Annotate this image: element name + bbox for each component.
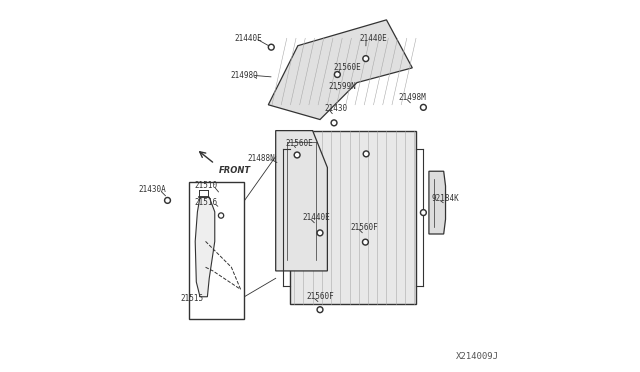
Circle shape (317, 307, 323, 312)
Circle shape (319, 308, 321, 311)
Text: 21515: 21515 (180, 294, 203, 303)
Text: 21440E: 21440E (303, 213, 330, 222)
Polygon shape (276, 131, 328, 271)
Text: 21516: 21516 (195, 198, 218, 207)
Polygon shape (429, 171, 445, 234)
Text: 21440E: 21440E (234, 34, 262, 43)
Text: 21488N: 21488N (248, 154, 276, 163)
Circle shape (336, 73, 339, 76)
Circle shape (331, 120, 337, 126)
Polygon shape (195, 197, 215, 297)
Circle shape (422, 106, 425, 109)
Text: 21510: 21510 (195, 182, 218, 190)
Circle shape (363, 56, 369, 62)
Bar (189, 182, 244, 319)
Text: FRONT: FRONT (218, 166, 251, 175)
Text: 21560F: 21560F (306, 292, 334, 301)
Text: X214009J: X214009J (456, 352, 499, 361)
Circle shape (422, 211, 425, 214)
Text: 21599N: 21599N (328, 82, 356, 91)
Text: 21430A: 21430A (138, 185, 166, 194)
Text: 92184K: 92184K (431, 195, 460, 203)
Circle shape (268, 44, 274, 50)
Text: 21498Q: 21498Q (230, 71, 258, 80)
Circle shape (364, 241, 367, 244)
Text: 21440E: 21440E (360, 34, 387, 43)
Circle shape (364, 57, 367, 60)
Circle shape (164, 198, 170, 203)
Circle shape (220, 214, 222, 217)
Circle shape (270, 46, 273, 49)
Bar (291, 131, 416, 304)
Circle shape (362, 239, 369, 245)
Circle shape (420, 105, 426, 110)
Text: 21560E: 21560E (286, 139, 314, 148)
Circle shape (420, 210, 426, 215)
Circle shape (319, 231, 321, 234)
Circle shape (317, 230, 323, 236)
Text: 21498M: 21498M (399, 93, 426, 102)
Text: 21560E: 21560E (334, 63, 362, 72)
Circle shape (365, 153, 367, 155)
Text: 21560F: 21560F (351, 223, 378, 232)
Circle shape (334, 71, 340, 77)
Circle shape (296, 154, 299, 157)
Text: 21430: 21430 (324, 104, 347, 113)
Circle shape (333, 121, 335, 124)
Circle shape (218, 213, 223, 218)
Circle shape (294, 152, 300, 158)
Polygon shape (268, 20, 412, 119)
Circle shape (363, 151, 369, 157)
Circle shape (166, 199, 169, 202)
